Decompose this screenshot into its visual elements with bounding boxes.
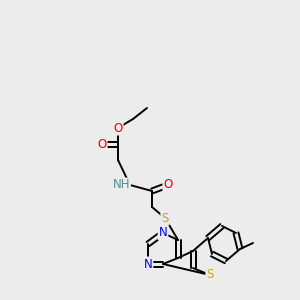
Text: O: O [113, 122, 123, 134]
Text: S: S [206, 268, 214, 281]
Text: N: N [144, 257, 152, 271]
Text: S: S [161, 212, 169, 224]
Text: O: O [98, 137, 106, 151]
Text: NH: NH [112, 178, 130, 191]
Text: O: O [164, 178, 172, 191]
Text: N: N [159, 226, 167, 239]
